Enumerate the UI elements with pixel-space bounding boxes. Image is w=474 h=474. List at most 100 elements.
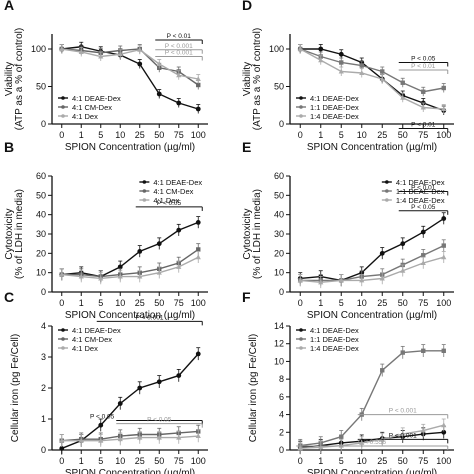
data-point xyxy=(421,89,426,94)
y-tick-label: 50 xyxy=(274,190,284,200)
data-point xyxy=(359,63,364,68)
data-point xyxy=(339,434,344,439)
legend-label: 4:1 DEAE-Dex xyxy=(72,326,121,335)
x-tick-label: 25 xyxy=(135,298,145,308)
y-tick-label: 50 xyxy=(36,82,46,92)
x-tick-label: 5 xyxy=(339,130,344,140)
data-point xyxy=(441,243,446,248)
y-axis-label: (ATP as a % of control) xyxy=(14,28,25,130)
legend-marker xyxy=(385,189,389,193)
data-point xyxy=(98,275,104,281)
data-point xyxy=(176,434,182,440)
data-point xyxy=(59,446,65,451)
significance-label: P < 0.01 xyxy=(411,122,436,129)
y-axis-label: (% of LDH in media) xyxy=(252,189,263,279)
x-tick-label: 100 xyxy=(191,456,206,466)
data-point xyxy=(156,241,162,247)
y-tick-label: 1 xyxy=(41,414,46,424)
data-point xyxy=(195,351,201,357)
series-line xyxy=(61,248,199,278)
data-point xyxy=(176,100,182,106)
data-point xyxy=(117,264,123,270)
x-tick-label: 0 xyxy=(298,130,303,140)
y-tick-label: 2 xyxy=(279,427,284,437)
data-point xyxy=(359,277,365,283)
x-tick-label: 75 xyxy=(418,298,428,308)
significance-label: P < 0.01 xyxy=(167,33,192,40)
data-point xyxy=(441,348,446,353)
y-tick-label: 40 xyxy=(36,210,46,220)
panel-letter: F xyxy=(242,289,251,305)
significance-annotations: P < 0.05 xyxy=(135,200,203,211)
x-tick-label: 5 xyxy=(339,456,344,466)
panel-letter: D xyxy=(242,0,252,13)
series-line xyxy=(300,244,445,282)
x-tick-label: 50 xyxy=(398,456,408,466)
y-tick-label: 60 xyxy=(36,171,46,181)
y-tick-label: 0 xyxy=(41,287,46,297)
y-tick-label: 30 xyxy=(274,229,284,239)
legend-marker xyxy=(142,180,147,184)
data-point xyxy=(441,106,447,111)
significance-label: P < 0.001 xyxy=(165,50,193,57)
legend-label: 4:1 Dex xyxy=(72,344,98,353)
data-point xyxy=(400,241,406,247)
panel-letter: B xyxy=(4,139,14,155)
series-line xyxy=(61,430,199,442)
series-line xyxy=(300,48,444,93)
significance-label: P < 0.05 xyxy=(90,414,115,421)
x-tick-label: 100 xyxy=(191,298,206,308)
data-point xyxy=(117,51,123,57)
legend-marker xyxy=(61,337,65,341)
x-tick-label: 1 xyxy=(318,130,323,140)
data-point xyxy=(117,401,123,406)
legend-marker xyxy=(61,114,65,118)
data-point xyxy=(137,249,143,254)
x-axis-label: SPION Concentration (µg/ml) xyxy=(307,142,437,153)
data-point xyxy=(441,254,447,260)
x-axis-label: SPION Concentration (µg/ml) xyxy=(65,142,195,153)
x-tick-label: 1 xyxy=(318,456,323,466)
data-point xyxy=(137,61,143,67)
x-tick-label: 0 xyxy=(298,456,303,466)
data-point xyxy=(59,46,65,51)
data-point xyxy=(78,437,84,443)
significance-annotations: P < 0.001 P < 0.05 P < 0.05 xyxy=(90,314,203,428)
data-point xyxy=(338,277,344,283)
data-point xyxy=(318,444,324,450)
legend-label: 1:4 DEAE-Dex xyxy=(310,344,359,353)
legend-marker xyxy=(142,189,147,193)
data-point xyxy=(441,85,446,91)
panel-e: E 0 10 20 30 40 50 60 0 1 5 10 25 50 75 100 SPION Concen… xyxy=(242,139,454,321)
series-3 xyxy=(59,429,201,447)
x-tick-label: 50 xyxy=(154,298,164,308)
y-tick-label: 60 xyxy=(274,171,284,181)
significance-label: P < 0.001 xyxy=(165,43,193,50)
data-point xyxy=(195,106,201,112)
legend-label: 4:1 Dex xyxy=(72,112,98,121)
legend-label: 4:1 DEAE-Dex xyxy=(310,326,359,335)
legend-label: 4:1 Dex xyxy=(153,196,179,205)
y-tick-label: 30 xyxy=(36,229,46,239)
x-tick-label: 25 xyxy=(135,130,145,140)
data-point xyxy=(400,431,406,437)
series-line xyxy=(61,48,199,80)
x-tick-label: 1 xyxy=(79,456,84,466)
y-tick-label: 100 xyxy=(269,44,284,54)
legend-label: 4:1 DEAE-Dex xyxy=(153,178,202,187)
data-point xyxy=(156,269,162,275)
y-tick-label: 10 xyxy=(274,356,284,366)
data-point xyxy=(338,51,344,57)
data-point xyxy=(379,275,385,281)
x-tick-label: 100 xyxy=(436,130,451,140)
y-tick-label: 6 xyxy=(279,392,284,402)
x-tick-label: 10 xyxy=(357,298,367,308)
data-point xyxy=(176,227,182,233)
data-point xyxy=(318,279,324,285)
legend-marker xyxy=(385,198,389,202)
data-point xyxy=(297,277,303,283)
